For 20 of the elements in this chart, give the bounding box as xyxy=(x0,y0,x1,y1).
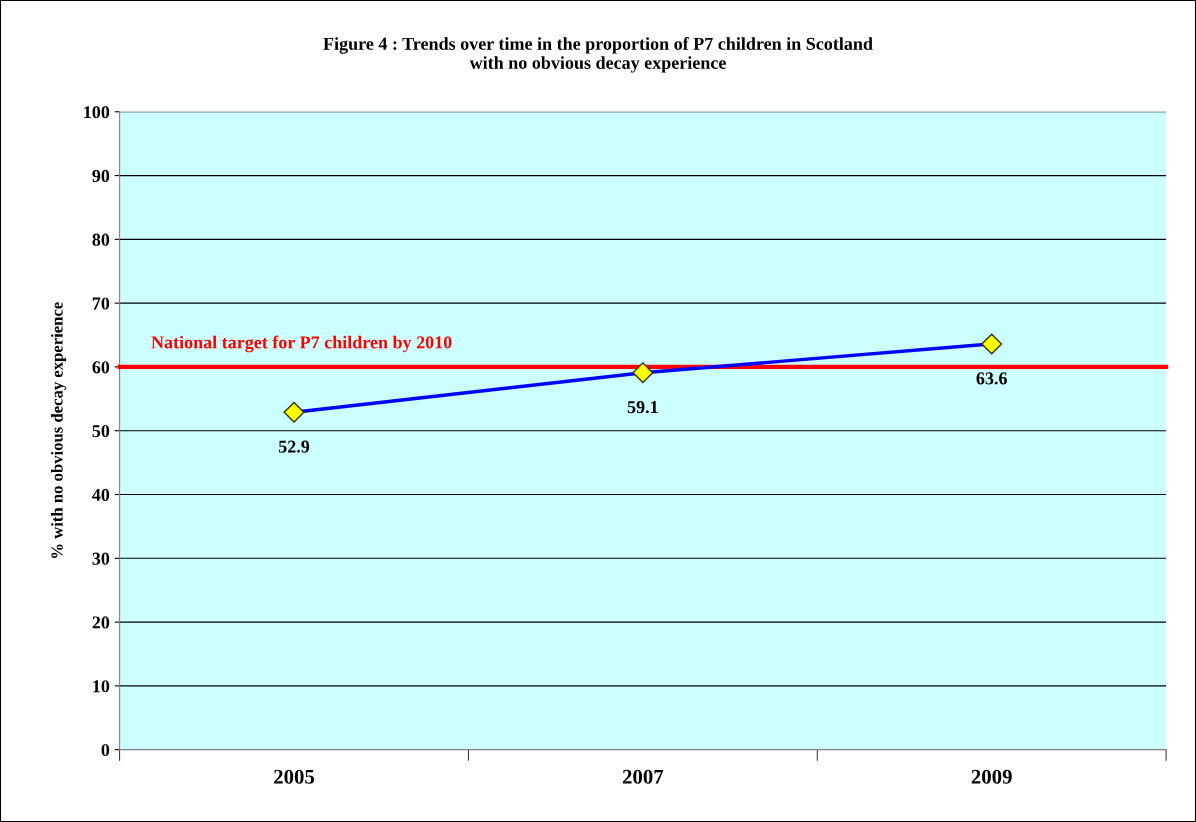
y-tick-label: 20 xyxy=(92,616,110,629)
y-tick-label: 30 xyxy=(92,552,110,565)
y-tick-label: 100 xyxy=(84,106,110,119)
y-tick-label: 60 xyxy=(92,361,110,374)
y-tick-label: 40 xyxy=(92,488,110,501)
chart-title: Figure 4 : Trends over time in the proportion of P7 children in Scotland with no obvious decay experience xyxy=(323,36,873,73)
y-tick-label: 0 xyxy=(101,743,110,757)
data-label: 59.1 xyxy=(627,401,658,414)
y-tick-label: 90 xyxy=(92,169,110,183)
y-tick-label: 80 xyxy=(92,233,110,246)
y-tick-label: 50 xyxy=(92,424,110,438)
x-tick-label: 2007 xyxy=(622,769,664,784)
y-tick-label: 10 xyxy=(93,680,110,693)
ref-line-label: National target for P7 children by 2010 xyxy=(151,335,452,353)
data-label: 52.9 xyxy=(278,440,310,453)
x-tick-label: 2005 xyxy=(274,769,315,784)
x-tick-label: 2009 xyxy=(971,769,1012,784)
data-label: 63.6 xyxy=(976,372,1007,385)
y-axis-title: % with no obvious decay experience xyxy=(50,302,67,558)
y-tick-label: 70 xyxy=(92,297,110,310)
